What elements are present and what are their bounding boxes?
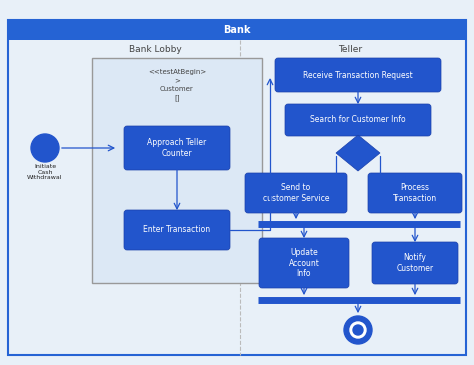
Polygon shape — [336, 135, 380, 171]
FancyBboxPatch shape — [124, 126, 230, 170]
Text: Search for Customer Info: Search for Customer Info — [310, 115, 406, 124]
Text: Initiate
Cash
Withdrawal: Initiate Cash Withdrawal — [27, 164, 63, 180]
Text: Bank Lobby: Bank Lobby — [128, 46, 182, 54]
Text: Receive Transaction Request: Receive Transaction Request — [303, 70, 413, 80]
Text: Send to
customer Service: Send to customer Service — [263, 183, 329, 203]
FancyBboxPatch shape — [124, 210, 230, 250]
Circle shape — [353, 325, 363, 335]
Text: Notify
Customer: Notify Customer — [396, 253, 434, 273]
Text: Bank: Bank — [223, 25, 251, 35]
FancyBboxPatch shape — [245, 173, 347, 213]
FancyBboxPatch shape — [275, 58, 441, 92]
Circle shape — [344, 316, 372, 344]
FancyBboxPatch shape — [372, 242, 458, 284]
Text: <<testAtBegin>
>
Customer
[]: <<testAtBegin> > Customer [] — [148, 69, 206, 101]
FancyBboxPatch shape — [285, 104, 431, 136]
FancyBboxPatch shape — [92, 58, 262, 283]
Text: Update
Account
Info: Update Account Info — [289, 248, 319, 278]
Circle shape — [350, 322, 366, 338]
FancyBboxPatch shape — [8, 20, 466, 40]
Circle shape — [31, 134, 59, 162]
FancyBboxPatch shape — [8, 20, 466, 355]
FancyBboxPatch shape — [259, 238, 349, 288]
Text: Approach Teller
Counter: Approach Teller Counter — [147, 138, 207, 158]
FancyBboxPatch shape — [368, 173, 462, 213]
Text: Enter Transaction: Enter Transaction — [144, 226, 210, 234]
Text: Process
Transaction: Process Transaction — [393, 183, 437, 203]
Text: Teller: Teller — [338, 46, 362, 54]
